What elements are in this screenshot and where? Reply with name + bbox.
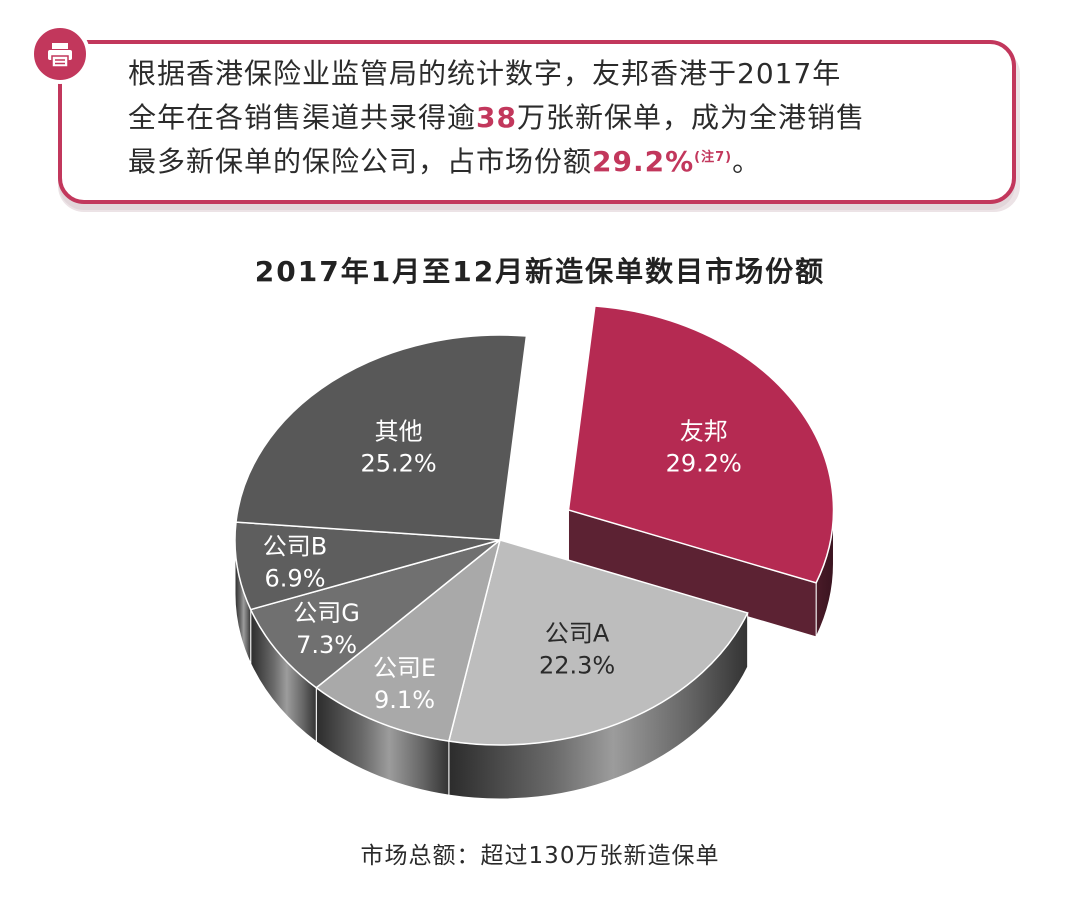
pie-value-label-1: 22.3% [539, 652, 615, 680]
callout-box [58, 40, 1016, 204]
intro-text: 根据香港保险业监管局的统计数字，友邦香港于2017年 全年在各销售渠道共录得逾3… [128, 52, 998, 184]
pie-value-label-5: 25.2% [360, 449, 436, 477]
pie-value-label-0: 29.2% [666, 449, 742, 477]
pie-label-1: 公司A [545, 620, 610, 648]
pie-label-4: 公司B [263, 533, 327, 561]
pie-value-label-4: 6.9% [265, 565, 326, 593]
pie-label-2: 公司E [373, 654, 436, 682]
pie-label-5: 其他 [375, 417, 423, 445]
market-share-highlight: 29.2% [592, 145, 695, 178]
printer-badge [30, 24, 90, 84]
intro-line-2: 全年在各销售渠道共录得逾38万张新保单，成为全港销售 [128, 96, 998, 140]
pie-slice-3 [249, 539, 501, 689]
intro-line-3-end: 。 [732, 145, 762, 178]
intro-line-3-pre: 最多新保单的保险公司，占市场份额 [128, 145, 593, 178]
chart-footer: 市场总额：超过130万张新造保单 [360, 843, 720, 869]
intro-line-2-pre: 全年在各销售渠道共录得逾 [128, 101, 477, 134]
pie-value-label-3: 7.3% [296, 631, 357, 659]
pie-slice-5 [235, 334, 528, 541]
pie-slice-2 [315, 538, 502, 742]
intro-line-2-post: 万张新保单，成为全港销售 [516, 101, 865, 134]
pie-label-3: 公司G [293, 599, 360, 627]
intro-line-3: 最多新保单的保险公司，占市场份额29.2%(注7)。 [128, 140, 998, 184]
intro-line-1: 根据香港保险业监管局的统计数字，友邦香港于2017年 [128, 57, 842, 90]
printer-icon [48, 43, 72, 68]
chart-title: 2017年1月至12月新造保单数目市场份额 [254, 255, 826, 288]
pie-slice-1 [447, 539, 749, 746]
pie-label-0: 友邦 [680, 417, 728, 445]
pie-slice-4 [234, 521, 501, 611]
policy-count-highlight: 38 [476, 101, 517, 134]
pie-slice-0 [567, 305, 835, 584]
pie-value-label-2: 9.1% [374, 686, 435, 714]
footnote-ref: (注7) [694, 150, 733, 165]
